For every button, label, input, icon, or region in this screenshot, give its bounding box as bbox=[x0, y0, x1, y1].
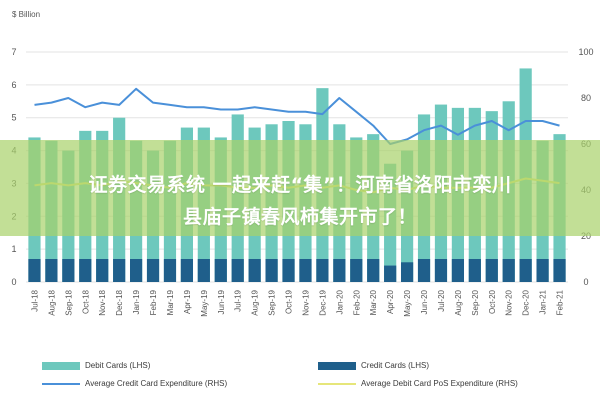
left-axis-tick-label: 5 bbox=[11, 113, 16, 123]
credit-card-bar bbox=[282, 259, 295, 282]
x-axis-tick-label: Dec-20 bbox=[522, 289, 531, 315]
left-axis-tick-label: 1 bbox=[11, 244, 16, 254]
legend-swatch-credit bbox=[318, 361, 356, 370]
credit-card-bar bbox=[62, 259, 75, 282]
credit-card-bar bbox=[553, 259, 566, 282]
credit-card-bar bbox=[367, 259, 380, 282]
legend-item-credit-cards: Credit Cards (LHS) bbox=[318, 361, 429, 370]
legend: Debit Cards (LHS) Credit Cards (LHS) Ave… bbox=[0, 356, 600, 400]
legend-swatch-avg-debit-pos bbox=[318, 382, 356, 385]
x-axis-tick-label: Dec-19 bbox=[318, 289, 327, 315]
x-axis-tick-label: Jul-20 bbox=[437, 289, 446, 311]
credit-card-bar bbox=[333, 259, 346, 282]
credit-card-bar bbox=[163, 259, 177, 282]
x-axis-tick-label: Jul-19 bbox=[234, 289, 243, 311]
credit-card-bar bbox=[197, 259, 210, 282]
x-axis-tick-label: Aug-19 bbox=[251, 289, 260, 315]
x-axis-tick-label: Apr-20 bbox=[386, 289, 395, 314]
x-axis-tick-label: Sep-18 bbox=[64, 289, 73, 315]
x-axis-tick-label: May-19 bbox=[200, 289, 209, 316]
credit-card-bar bbox=[417, 259, 431, 282]
credit-card-bar bbox=[265, 259, 278, 282]
x-axis-tick-label: Jan-20 bbox=[335, 289, 344, 314]
x-axis-tick-label: Mar-20 bbox=[369, 289, 378, 315]
x-axis-tick-label: Apr-19 bbox=[183, 289, 192, 314]
credit-card-bar bbox=[468, 259, 481, 282]
credit-card-bar bbox=[434, 259, 448, 282]
right-axis-tick-label: 100 bbox=[578, 47, 593, 57]
legend-item-avg-credit: Average Credit Card Expenditure (RHS) bbox=[42, 379, 227, 388]
x-axis-tick-label: May-20 bbox=[403, 289, 412, 316]
credit-card-bar bbox=[45, 259, 58, 282]
overlay-text-line-2: 县庙子镇春风柿集开市了！ bbox=[182, 206, 417, 228]
x-axis-tick-label: Jun-19 bbox=[217, 289, 226, 314]
right-axis-tick-label: 80 bbox=[581, 93, 591, 103]
legend-label-avg-credit: Average Credit Card Expenditure (RHS) bbox=[85, 379, 228, 388]
credit-card-bar bbox=[214, 259, 227, 282]
credit-card-bar bbox=[519, 259, 532, 282]
x-axis-tick-label: Sep-20 bbox=[471, 289, 480, 315]
credit-card-bar bbox=[113, 259, 126, 282]
credit-card-bar bbox=[129, 259, 143, 282]
credit-card-bar bbox=[231, 259, 244, 282]
x-axis-tick-label: Oct-20 bbox=[488, 289, 497, 314]
credit-card-bar bbox=[146, 259, 160, 282]
x-axis-tick-label: Aug-20 bbox=[454, 289, 463, 315]
legend-label-debit: Debit Cards (LHS) bbox=[85, 361, 151, 370]
x-axis-tick-label: Jun-20 bbox=[420, 289, 429, 314]
x-axis-tick-label: Nov-18 bbox=[98, 289, 107, 315]
legend-swatch-avg-credit bbox=[42, 382, 80, 385]
watermark-overlay: 证券交易系统 一起来赶“集”！河南省洛阳市栾川 县庙子镇春风柿集开市了！ bbox=[0, 140, 600, 236]
right-axis-tick-label: 0 bbox=[583, 277, 588, 287]
legend-item-avg-debit-pos: Average Debit Card PoS Expenditure (RHS) bbox=[318, 379, 518, 388]
x-axis-tick-label: Oct-19 bbox=[285, 289, 294, 314]
credit-card-bar bbox=[536, 259, 549, 282]
x-axis-tick-labels: Jul-18 Aug-18 Sep-18 Oct-18 Nov-18 Dec-18 Jan-… bbox=[31, 289, 565, 316]
credit-card-bar bbox=[316, 259, 329, 282]
left-axis-unit-label: $ Billion bbox=[12, 10, 40, 19]
right-axis-tick-label: 20 bbox=[581, 231, 591, 241]
credit-card-bar bbox=[96, 259, 109, 282]
credit-card-bar bbox=[400, 262, 414, 282]
x-axis-tick-label: Aug-18 bbox=[47, 289, 56, 315]
x-axis-tick-label: Mar-19 bbox=[166, 289, 175, 315]
credit-card-bar bbox=[299, 259, 312, 282]
x-axis-tick-label: Jan-21 bbox=[539, 289, 548, 314]
credit-card-bar bbox=[485, 259, 498, 282]
x-axis-tick-label: Nov-20 bbox=[505, 289, 514, 315]
x-axis-tick-label: Feb-19 bbox=[149, 289, 158, 315]
credit-card-bar bbox=[28, 259, 41, 282]
credit-card-bar bbox=[502, 259, 515, 282]
legend-label-credit: Credit Cards (LHS) bbox=[361, 361, 430, 370]
left-axis-tick-label: 6 bbox=[11, 80, 16, 90]
legend-item-debit-cards: Debit Cards (LHS) bbox=[42, 361, 150, 370]
overlay-text-line-1: 证券交易系统 一起来赶“集”！河南省洛阳市栾川 bbox=[88, 174, 512, 196]
credit-card-bar bbox=[180, 259, 194, 282]
left-axis-tick-label: 7 bbox=[11, 47, 16, 57]
credit-card-bar bbox=[451, 259, 465, 282]
x-axis-tick-label: Jan-19 bbox=[132, 289, 141, 314]
x-axis-tick-label: Oct-18 bbox=[81, 289, 90, 314]
x-axis-tick-label: Dec-18 bbox=[115, 289, 124, 315]
avg-credit-card-expenditure-line bbox=[34, 87, 560, 145]
x-axis-tick-label: Jul-18 bbox=[31, 289, 40, 311]
credit-card-bar bbox=[350, 259, 363, 282]
credit-card-bar bbox=[384, 265, 397, 282]
x-axis-tick-label: Nov-19 bbox=[302, 289, 311, 315]
left-axis-tick-label: 0 bbox=[11, 277, 16, 287]
legend-swatch-debit bbox=[42, 361, 80, 370]
x-axis-tick-label: Feb-21 bbox=[556, 289, 565, 315]
legend-label-avg-debit-pos: Average Debit Card PoS Expenditure (RHS) bbox=[361, 379, 518, 388]
credit-card-bar bbox=[79, 259, 92, 282]
credit-card-bar bbox=[248, 259, 261, 282]
x-axis-tick-label: Sep-19 bbox=[268, 289, 277, 315]
x-axis-tick-label: Feb-20 bbox=[352, 289, 361, 315]
